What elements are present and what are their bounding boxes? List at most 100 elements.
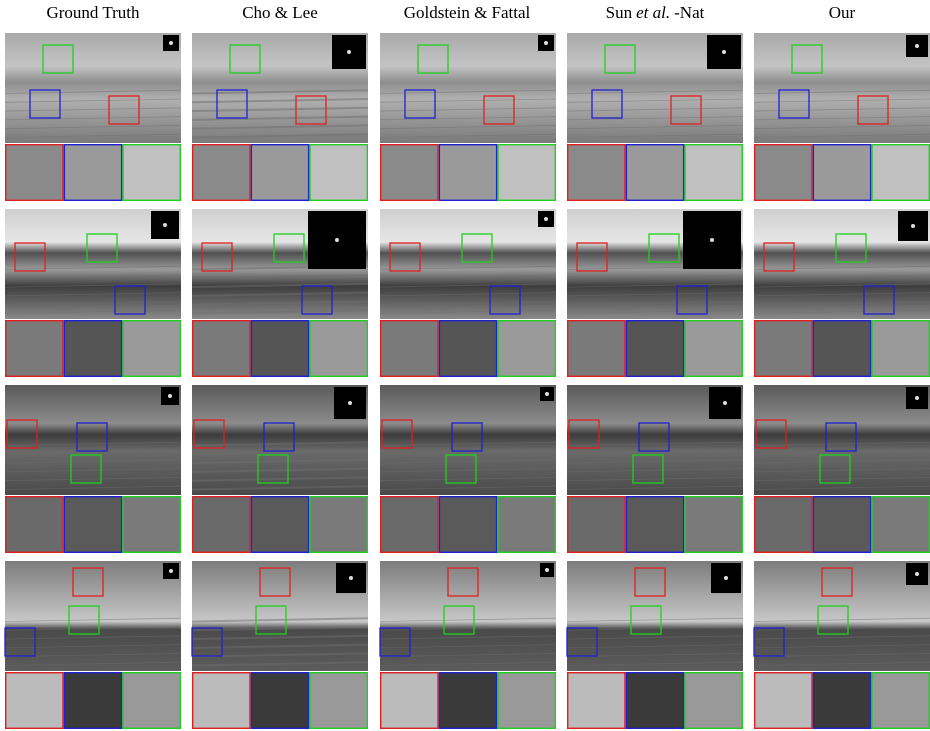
- blur-kernel-dot: [724, 576, 728, 580]
- header-part: Sun: [606, 3, 633, 22]
- photo: [754, 385, 930, 495]
- blur-kernel-dot: [335, 238, 339, 242]
- blur-kernel-dot: [915, 396, 919, 400]
- zoom-crop: [872, 673, 929, 729]
- result-panel: [567, 209, 743, 376]
- column-header: Our: [829, 3, 856, 22]
- zoom-crop: [685, 145, 742, 201]
- zoom-crop: [439, 497, 496, 553]
- zoom-crop: [498, 145, 555, 201]
- zoom-crop: [193, 145, 250, 201]
- zoom-crop: [626, 497, 683, 553]
- column-header: Goldstein & Fattal: [404, 3, 531, 22]
- blur-kernel-dot: [169, 569, 173, 573]
- blur-kernel-dot: [169, 41, 173, 45]
- zoom-crop: [755, 145, 812, 201]
- zoom-crop: [813, 145, 870, 201]
- zoom-crop: [568, 497, 625, 553]
- zoom-crop: [685, 497, 742, 553]
- zoom-crop: [381, 497, 438, 553]
- zoom-crop: [64, 497, 121, 553]
- zoom-crop: [872, 321, 929, 377]
- zoom-crop: [498, 673, 555, 729]
- zoom-crop: [813, 321, 870, 377]
- zoom-crop: [755, 673, 812, 729]
- blur-kernel-dot: [168, 394, 172, 398]
- result-panel: [567, 33, 743, 200]
- photo: [380, 209, 556, 319]
- zoom-crop: [439, 145, 496, 201]
- result-panel: [380, 209, 556, 376]
- header-part: -Nat: [674, 3, 704, 22]
- blur-kernel-dot: [545, 392, 549, 396]
- page: {"headers": ["Ground Truth", "Cho & Lee"…: [0, 0, 930, 731]
- zoom-crop: [755, 497, 812, 553]
- zoom-crop: [568, 673, 625, 729]
- zoom-crop: [813, 497, 870, 553]
- zoom-crop: [64, 321, 121, 377]
- blur-kernel-dot: [349, 576, 353, 580]
- blur-kernel-dot: [723, 401, 727, 405]
- zoom-crop: [193, 673, 250, 729]
- result-panel: [754, 33, 930, 200]
- result-panel: [567, 561, 743, 728]
- blur-kernel-dot: [544, 41, 548, 45]
- photo: [380, 561, 556, 671]
- zoom-crop: [123, 145, 180, 201]
- blur-kernel-dot: [544, 217, 548, 221]
- column-header: Cho & Lee: [242, 3, 318, 22]
- column-header: Sunet al.-Nat: [606, 3, 705, 22]
- figure: Ground Truth Cho & Lee Goldstein & Fatta…: [0, 0, 930, 731]
- result-panel: [192, 385, 368, 552]
- zoom-crop: [498, 497, 555, 553]
- column-headers: Ground Truth Cho & Lee Goldstein & Fatta…: [46, 3, 855, 22]
- zoom-crop: [6, 497, 63, 553]
- blur-kernel-dot: [163, 223, 167, 227]
- photo: [5, 561, 181, 671]
- zoom-crop: [626, 673, 683, 729]
- result-panel: [192, 561, 368, 728]
- photo: [5, 385, 181, 495]
- zoom-crop: [64, 673, 121, 729]
- photo: [754, 561, 930, 671]
- zoom-crop: [498, 321, 555, 377]
- blur-kernel-dot: [348, 401, 352, 405]
- blur-kernel-dot: [915, 572, 919, 576]
- blur-kernel-dot: [545, 568, 549, 572]
- result-panel: [380, 561, 556, 728]
- blur-kernel-dot: [722, 50, 726, 54]
- zoom-crop: [685, 321, 742, 377]
- result-panel: [5, 33, 181, 200]
- photo: [754, 33, 930, 143]
- zoom-crop: [872, 145, 929, 201]
- result-panel: [5, 561, 181, 728]
- zoom-crop: [872, 497, 929, 553]
- result-panel: [380, 385, 556, 552]
- zoom-crop: [6, 145, 63, 201]
- result-panel: [192, 33, 368, 200]
- result-panel: [754, 209, 930, 376]
- zoom-crop: [813, 673, 870, 729]
- result-panel: [5, 385, 181, 552]
- zoom-crop: [64, 145, 121, 201]
- column-header: Ground Truth: [46, 3, 140, 22]
- zoom-crop: [381, 673, 438, 729]
- zoom-crop: [123, 321, 180, 377]
- zoom-crop: [439, 321, 496, 377]
- zoom-crop: [310, 497, 367, 553]
- zoom-crop: [685, 673, 742, 729]
- zoom-crop: [251, 497, 308, 553]
- blur-kernel-dot: [911, 224, 915, 228]
- result-panel: [5, 209, 181, 376]
- zoom-crop: [251, 145, 308, 201]
- header-part: et al.: [636, 3, 670, 22]
- zoom-crop: [310, 145, 367, 201]
- zoom-crop: [381, 321, 438, 377]
- zoom-crop: [310, 321, 367, 377]
- zoom-crop: [568, 321, 625, 377]
- blur-kernel-dot: [347, 50, 351, 54]
- zoom-crop: [310, 673, 367, 729]
- photo: [5, 33, 181, 143]
- photo: [380, 33, 556, 143]
- zoom-crop: [6, 321, 63, 377]
